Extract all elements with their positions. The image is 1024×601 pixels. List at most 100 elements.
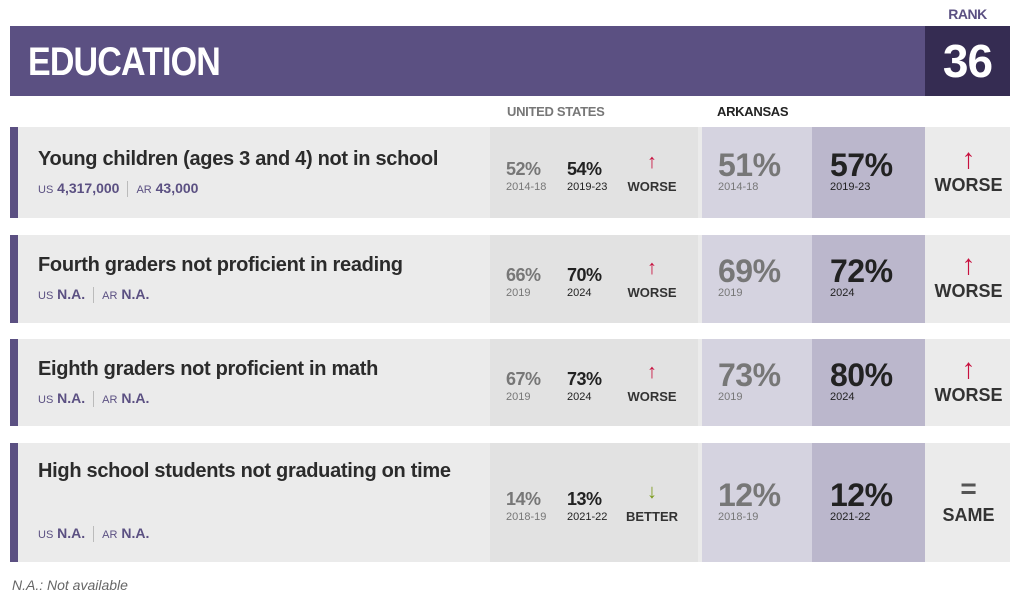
ar-count-label: AR (102, 529, 118, 541)
state-trend-arrow-up-icon: ↑ (961, 352, 976, 384)
us-prev-value: 67% (506, 368, 541, 389)
ar-count: 43,000 (155, 179, 199, 196)
state-prev-panel: 51% 2014-18 (702, 127, 812, 218)
indicator-title: Fourth graders not proficient in reading (38, 254, 403, 276)
row-accent (10, 127, 18, 218)
state-prev-value: 12% (718, 477, 781, 513)
us-curr-value: 70% (567, 265, 602, 285)
us-prev-value: 14% (506, 489, 541, 509)
indicator-counts: US N.A. AR N.A. (38, 286, 150, 304)
us-panel: 52% 2014-18 54% 2019-23 ↑ WORSE (490, 127, 698, 218)
state-trend-panel: ↑ WORSE (927, 235, 1010, 323)
state-curr-panel: 80% 2024 (812, 339, 925, 426)
state-prev-value: 69% (718, 253, 781, 289)
section-title: EDUCATION (28, 40, 221, 84)
state-curr-value: 72% (830, 253, 893, 289)
row-accent (10, 443, 18, 562)
us-curr-value: 73% (567, 368, 602, 389)
state-prev-panel: 12% 2018-19 (702, 443, 812, 562)
state-trend-arrow-up-icon: ↑ (961, 142, 976, 174)
ar-count: N.A. (121, 389, 150, 406)
us-count: N.A. (57, 286, 86, 302)
state-prev-year: 2018-19 (718, 511, 759, 523)
state-trend-label: SAME (942, 505, 995, 525)
us-prev-year: 2019 (506, 287, 531, 299)
us-prev-value: 52% (506, 158, 541, 179)
row-accent (10, 235, 18, 323)
us-count-label: US (38, 529, 54, 541)
divider (93, 390, 95, 407)
state-curr-year: 2024 (830, 390, 855, 403)
indicator-title: High school students not graduating on t… (38, 460, 451, 482)
state-prev-year: 2019 (718, 287, 743, 299)
us-prev-year: 2014-18 (506, 180, 547, 193)
us-trend-arrow-up-icon: ↑ (647, 150, 657, 173)
state-curr-year: 2019-23 (830, 180, 871, 193)
state-prev-panel: 69% 2019 (702, 235, 812, 323)
state-curr-value: 80% (830, 356, 893, 393)
us-trend-label: BETTER (626, 509, 678, 524)
column-header-us: UNITED STATES (507, 104, 605, 119)
us-count: 4,317,000 (57, 179, 120, 196)
state-trend-arrow-up-icon: ↑ (961, 249, 976, 280)
us-trend-arrow-up-icon: ↑ (647, 360, 657, 383)
indicator-row: Eighth graders not proficient in math US… (10, 339, 1010, 426)
divider (93, 526, 95, 543)
us-count: N.A. (57, 525, 86, 541)
rank-value: 36 (925, 26, 1010, 96)
state-trend-panel: = SAME (927, 443, 1010, 562)
state-trend-equals-icon: = (960, 473, 977, 504)
state-prev-year: 2019 (718, 390, 743, 403)
state-trend-label: WORSE (934, 281, 1003, 301)
state-prev-year: 2014-18 (718, 180, 759, 193)
state-prev-value: 51% (718, 146, 781, 183)
rank-label: RANK (948, 6, 987, 22)
state-prev-panel: 73% 2019 (702, 339, 812, 426)
state-curr-panel: 12% 2021-22 (812, 443, 925, 562)
us-trend-label: WORSE (627, 285, 677, 300)
row-accent (10, 339, 18, 426)
us-curr-year: 2021-22 (567, 511, 608, 523)
divider (127, 180, 129, 197)
state-prev-value: 73% (718, 356, 781, 393)
indicator-row: Young children (ages 3 and 4) not in sch… (10, 127, 1010, 218)
us-panel: 14% 2018-19 13% 2021-22 ↓ BETTER (490, 443, 698, 562)
indicator-counts: US N.A. AR N.A. (38, 525, 150, 543)
state-curr-year: 2024 (830, 287, 855, 299)
us-trend-arrow-down-icon: ↓ (647, 481, 657, 503)
indicator-counts: US 4,317,000 AR 43,000 (38, 180, 198, 197)
us-count-label: US (38, 393, 54, 406)
state-trend-label: WORSE (934, 174, 1003, 195)
us-prev-year: 2018-19 (506, 511, 547, 523)
us-curr-year: 2024 (567, 287, 592, 299)
us-curr-year: 2024 (567, 390, 592, 403)
us-count-label: US (38, 183, 54, 196)
footnote: N.A.: Not available (12, 577, 128, 593)
us-trend-arrow-up-icon: ↑ (647, 257, 657, 279)
us-trend-label: WORSE (627, 388, 677, 404)
indicator-row: High school students not graduating on t… (10, 443, 1010, 562)
section-header: EDUCATION (10, 26, 925, 96)
us-panel: 66% 2019 70% 2024 ↑ WORSE (490, 235, 698, 323)
indicator-counts: US N.A. AR N.A. (38, 390, 149, 407)
ar-count: N.A. (121, 286, 150, 302)
ar-count: N.A. (121, 525, 150, 541)
us-count-label: US (38, 290, 54, 302)
state-curr-panel: 72% 2024 (812, 235, 925, 323)
divider (93, 287, 95, 304)
us-prev-year: 2019 (506, 390, 531, 403)
state-curr-value: 57% (830, 146, 893, 183)
ar-count-label: AR (136, 183, 152, 196)
indicator-title: Eighth graders not proficient in math (38, 357, 379, 380)
state-trend-panel: ↑ WORSE (927, 127, 1010, 218)
us-prev-value: 66% (506, 265, 541, 285)
state-curr-panel: 57% 2019-23 (812, 127, 925, 218)
state-trend-panel: ↑ WORSE (927, 339, 1010, 426)
ar-count-label: AR (102, 290, 118, 302)
us-curr-value: 54% (567, 158, 602, 179)
us-curr-year: 2019-23 (567, 180, 608, 193)
us-count: N.A. (57, 389, 86, 406)
state-curr-value: 12% (830, 477, 893, 513)
state-trend-label: WORSE (934, 384, 1003, 405)
column-header-state: ARKANSAS (717, 104, 789, 119)
